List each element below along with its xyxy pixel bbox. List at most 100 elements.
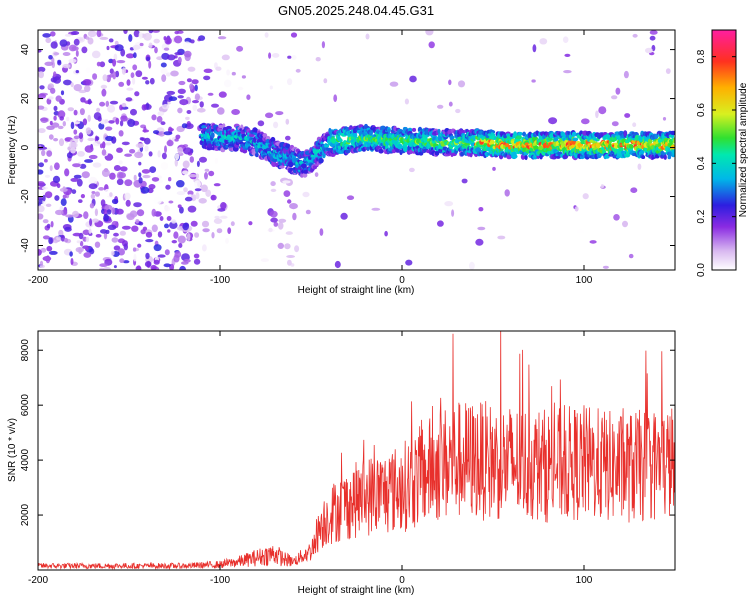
snr-panel: -200 -100 0 100 2000 4000 6000 8000 Height of …: [7, 330, 676, 596]
spectrogram-noise-cell: [75, 50, 79, 57]
spectrogram-noise-cell: [154, 46, 158, 54]
y-tick-label: -40: [20, 238, 31, 253]
spectrogram-noise-cell: [106, 45, 110, 51]
x-tick-label: 100: [576, 575, 593, 586]
spectrogram-noise-cell: [613, 214, 620, 221]
spectrogram-noise-cell: [539, 38, 548, 45]
spectrogram-noise-cell: [196, 108, 206, 113]
spectrogram-noise-cell: [203, 75, 211, 81]
spectrogram-noise-cell: [108, 38, 114, 43]
spectrogram-noise-cell: [128, 34, 133, 42]
spectrogram-noise-cell: [461, 178, 468, 184]
spectrogram-noise-cell: [145, 252, 150, 260]
spectrogram-noise-cell: [194, 93, 200, 101]
spectrogram-noise-cell: [182, 170, 189, 175]
spectrogram-ridge-cell: [489, 139, 495, 146]
spectrogram-ridge-cell: [253, 128, 259, 133]
spectrogram-noise-cell: [70, 121, 75, 130]
spectrogram-noise-cell: [78, 132, 84, 140]
spectrogram-noise-cell: [492, 166, 496, 171]
spectrogram-noise-cell: [176, 180, 185, 188]
spectrogram-noise-cell: [171, 219, 177, 224]
spectrogram-noise-cell: [177, 204, 182, 209]
spectrogram-ridge-cell: [366, 146, 370, 151]
spectrogram-noise-cell: [132, 64, 138, 71]
spectrogram-noise-cell: [127, 119, 136, 127]
spectrogram-noise-cell: [268, 227, 273, 233]
spectrogram-noise-cell: [133, 52, 137, 59]
spectrogram-noise-cell: [38, 128, 46, 134]
spectrogram-noise-cell: [195, 173, 200, 179]
spectrogram-noise-cell: [183, 258, 191, 263]
spectrogram-ridge-cell: [434, 150, 440, 156]
spectrogram-noise-cell: [185, 116, 190, 120]
spectrogram-noise-cell: [182, 160, 190, 169]
spectrogram-ridge-cell: [524, 154, 528, 161]
spectrogram-noise-cell: [119, 230, 127, 236]
spectrogram-frame: [37, 29, 676, 271]
spectrogram-noise-cell: [38, 181, 45, 186]
spectrogram-noise-cell: [42, 235, 50, 240]
x-tick-label: -100: [210, 275, 230, 286]
spectrogram-noise-cell: [106, 209, 112, 215]
spectrogram-noise-cell: [409, 75, 417, 83]
spectrogram-noise-cell: [148, 151, 153, 157]
spectrogram-ridge-cell: [225, 125, 232, 130]
spectrogram-noise-cell: [152, 30, 160, 33]
spectrogram-noise-cell: [121, 102, 127, 108]
spectrogram-ridge-cell: [248, 133, 255, 138]
spectrogram-noise-cell: [149, 77, 155, 85]
spectrogram-ridge-cell: [393, 125, 397, 132]
spectrogram-noise-cell: [141, 169, 151, 174]
spectrogram-noise-cell: [151, 224, 158, 233]
spectrogram-ridge-cell: [571, 131, 577, 137]
spectrogram-noise-cell: [161, 152, 167, 160]
spectrogram-noise-cell: [589, 240, 597, 244]
spectrogram-noise-cell: [92, 73, 98, 80]
spectrogram-noise-cell: [84, 85, 91, 93]
spectrogram-noise-cell: [62, 63, 71, 69]
spectrogram-noise-cell: [52, 175, 61, 183]
spectrogram-noise-cell: [57, 125, 64, 130]
spectrogram-noise-cell: [48, 55, 53, 60]
spectrogram-noise-cell: [120, 115, 128, 122]
spectrogram-noise-cell: [184, 123, 194, 130]
spectrogram-y-axis: -40 -20 0 20 40: [20, 44, 675, 253]
spectrogram-noise-cell: [72, 232, 82, 237]
spectrogram-noise-cell: [478, 207, 484, 212]
spectrogram-noise-cell: [160, 68, 168, 75]
spectrogram-noise-cell: [166, 216, 172, 221]
spectrogram-noise-cell: [315, 57, 321, 62]
spectrogram-noise-cell: [40, 247, 47, 253]
spectrogram-noise-cell: [125, 97, 133, 102]
spectrogram-noise-cell: [562, 36, 569, 43]
spectrogram-noise-cell: [142, 174, 151, 179]
spectrogram-noise-cell: [75, 70, 80, 74]
spectrogram-noise-cell: [110, 250, 115, 256]
colorbar: 0.0 0.2 0.4 0.6 0.8 Normalized spectral ampl…: [696, 29, 749, 277]
x-tick-label: -100: [210, 575, 230, 586]
spectrogram-noise-cell: [319, 228, 324, 236]
y-tick-label: 2000: [20, 503, 31, 526]
spectrogram-noise-cell: [46, 245, 53, 252]
y-tick-label: 0: [20, 144, 31, 150]
spectrogram-noise-cell: [124, 153, 132, 157]
spectrogram-noise-cell: [188, 174, 197, 178]
spectrogram-noise-cell: [71, 31, 80, 35]
spectrogram-noise-cell: [119, 258, 125, 264]
spectrogram-noise-cell: [115, 117, 120, 125]
spectrogram-noise-cell: [167, 54, 176, 61]
spectrogram-noise-cell: [389, 81, 399, 87]
spectrogram-noise-cell: [118, 172, 126, 179]
spectrogram-noise-cell: [161, 74, 167, 82]
spectrogram-noise-cell: [186, 110, 192, 114]
spectrogram-noise-cell: [53, 105, 58, 112]
spectrogram-noise-cell: [44, 191, 53, 199]
spectrogram-noise-cell: [57, 110, 66, 119]
spectrogram-noise-cell: [437, 220, 444, 227]
spectrogram-noise-cell: [81, 171, 90, 179]
spectrogram-ridge-cell: [554, 136, 559, 142]
spectrogram-noise-cell: [79, 240, 84, 247]
spectrogram-noise-cell: [190, 220, 198, 227]
spectrogram-noise-cell: [204, 172, 208, 180]
